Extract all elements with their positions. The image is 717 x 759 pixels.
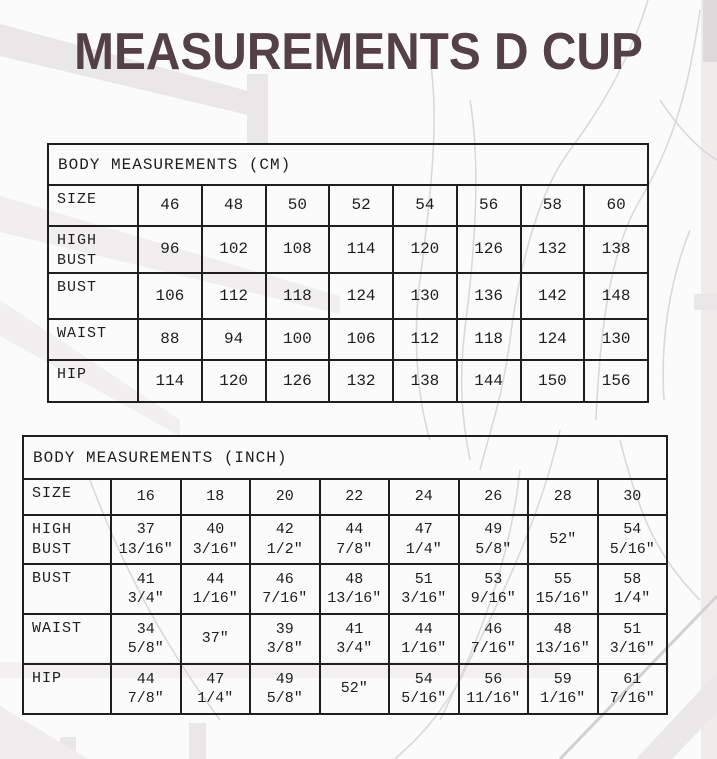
table-cell: 30 (596, 478, 668, 516)
table-cell: 124 (519, 318, 586, 361)
table-cell: 114 (137, 359, 203, 403)
table-cell: 46 7/16" (249, 563, 321, 615)
table-cell: 120 (392, 225, 458, 274)
table-cell: 34 5/8" (110, 613, 182, 665)
table-cell: 156 (583, 359, 649, 403)
table-cell: 52" (527, 514, 599, 565)
table-cell: 58 1/4" (596, 563, 668, 615)
table-cell: 44 7/8" (110, 663, 182, 715)
row-label-waist: WAIST (22, 613, 112, 665)
table-cell: 102 (200, 225, 267, 274)
table-cell: 40 3/16" (179, 514, 251, 565)
table-cell: 118 (264, 272, 331, 320)
row-label-hip: HIP (22, 663, 112, 715)
table-cell: 16 (110, 478, 182, 516)
inch-table-title: BODY MEASUREMENTS (INCH) (22, 435, 668, 480)
table-cell: 47 1/4" (179, 663, 251, 715)
table-cell: 44 7/8" (318, 514, 390, 565)
table-cell: 118 (455, 318, 522, 361)
cm-measurements-table: BODY MEASUREMENTS (CM) SIZE 46 48 50 52 … (47, 143, 649, 403)
table-cell: 18 (179, 478, 251, 516)
table-cell: 148 (583, 272, 649, 320)
table-cell: 126 (455, 225, 522, 274)
table-cell: 114 (328, 225, 394, 274)
table-cell: 48 13/16" (527, 613, 599, 665)
table-cell: 124 (328, 272, 394, 320)
table-cell: 138 (583, 225, 649, 274)
table-cell: 106 (328, 318, 394, 361)
table-cell: 106 (137, 272, 203, 320)
row-label-bust: BUST (22, 563, 112, 615)
table-cell: 130 (392, 272, 458, 320)
table-cell: 20 (249, 478, 321, 516)
cm-table-title: BODY MEASUREMENTS (CM) (47, 143, 649, 186)
table-cell: 50 (264, 184, 331, 227)
row-label-size: SIZE (22, 478, 112, 516)
table-cell: 56 11/16" (457, 663, 529, 715)
table-cell: 88 (137, 318, 203, 361)
row-label-high-bust: HIGH BUST (22, 514, 112, 565)
table-cell: 54 5/16" (596, 514, 668, 565)
table-cell: 112 (392, 318, 458, 361)
table-cell: 24 (388, 478, 460, 516)
row-label-bust: BUST (47, 272, 139, 320)
row-label-high-bust: HIGH BUST (47, 225, 139, 274)
table-cell: 61 7/16" (596, 663, 668, 715)
table-cell: 132 (519, 225, 586, 274)
table-cell: 46 (137, 184, 203, 227)
table-cell: 96 (137, 225, 203, 274)
table-cell: 41 3/4" (318, 613, 390, 665)
table-cell: 47 1/4" (388, 514, 460, 565)
table-cell: 37" (179, 613, 251, 665)
table-cell: 94 (200, 318, 267, 361)
table-cell: 49 5/8" (249, 663, 321, 715)
table-cell: 53 9/16" (457, 563, 529, 615)
table-cell: 126 (264, 359, 331, 403)
table-cell: 28 (527, 478, 599, 516)
table-cell: 44 1/16" (388, 613, 460, 665)
table-cell: 42 1/2" (249, 514, 321, 565)
table-cell: 54 (392, 184, 458, 227)
table-cell: 150 (519, 359, 586, 403)
table-cell: 41 3/4" (110, 563, 182, 615)
table-cell: 51 3/16" (388, 563, 460, 615)
table-cell: 136 (455, 272, 522, 320)
table-cell: 48 13/16" (318, 563, 390, 615)
table-cell: 58 (519, 184, 586, 227)
table-cell: 37 13/16" (110, 514, 182, 565)
page-title: MEASUREMENTS D CUP (74, 23, 643, 81)
table-cell: 52 (328, 184, 394, 227)
row-label-hip: HIP (47, 359, 139, 403)
table-cell: 138 (392, 359, 458, 403)
table-cell: 132 (328, 359, 394, 403)
table-cell: 39 3/8" (249, 613, 321, 665)
table-cell: 44 1/16" (179, 563, 251, 615)
table-cell: 142 (519, 272, 586, 320)
table-cell: 60 (583, 184, 649, 227)
table-cell: 22 (318, 478, 390, 516)
table-cell: 144 (455, 359, 522, 403)
table-cell: 59 1/16" (527, 663, 599, 715)
table-cell: 120 (200, 359, 267, 403)
table-cell: 100 (264, 318, 331, 361)
table-cell: 130 (583, 318, 649, 361)
table-cell: 26 (457, 478, 529, 516)
table-cell: 48 (200, 184, 267, 227)
table-cell: 54 5/16" (388, 663, 460, 715)
row-label-waist: WAIST (47, 318, 139, 361)
inch-measurements-table: BODY MEASUREMENTS (INCH) SIZE 16 18 20 2… (22, 435, 668, 715)
table-cell: 46 7/16" (457, 613, 529, 665)
row-label-size: SIZE (47, 184, 139, 227)
table-cell: 108 (264, 225, 331, 274)
table-cell: 49 5/8" (457, 514, 529, 565)
table-cell: 55 15/16" (527, 563, 599, 615)
table-cell: 52" (318, 663, 390, 715)
table-cell: 112 (200, 272, 267, 320)
table-cell: 51 3/16" (596, 613, 668, 665)
table-cell: 56 (455, 184, 522, 227)
